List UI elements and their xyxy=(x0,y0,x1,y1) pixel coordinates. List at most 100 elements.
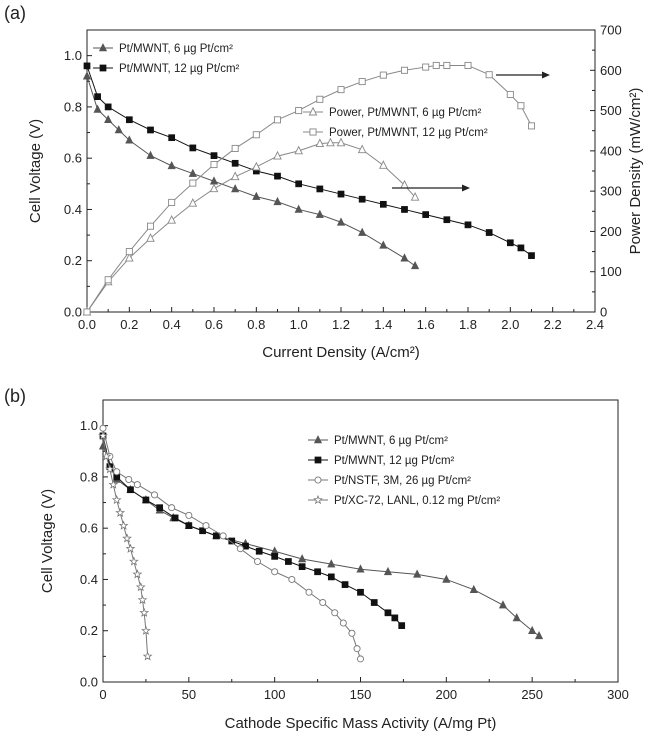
y2-tick-label: 600 xyxy=(600,63,622,78)
data-point xyxy=(188,168,197,177)
data-point xyxy=(231,184,240,193)
legend-label: Pt/MWNT, 6 µg Pt/cm² xyxy=(334,435,448,447)
data-point xyxy=(413,569,422,578)
data-point xyxy=(528,252,535,259)
data-point xyxy=(115,507,126,517)
data-point xyxy=(464,61,472,69)
x-axis-title: Current Density (A/cm²) xyxy=(262,344,420,361)
legend-label: Power, Pt/MWNT, 12 µg Pt/cm² xyxy=(329,127,488,139)
data-point xyxy=(83,308,91,316)
data-point xyxy=(129,556,139,566)
data-point xyxy=(384,609,392,617)
series-line-2 xyxy=(86,142,416,313)
data-point xyxy=(315,138,325,148)
data-point xyxy=(517,244,525,252)
y2-tick-label: 500 xyxy=(600,103,622,118)
data-point xyxy=(142,496,150,504)
legend-marker xyxy=(309,128,317,136)
legend-label: Pt/MWNT, 6 µg Pt/cm² xyxy=(119,43,233,55)
data-point xyxy=(255,547,263,555)
data-point xyxy=(422,63,430,71)
data-point xyxy=(295,180,303,188)
data-point xyxy=(295,107,303,115)
y-axis-title: Cell Voltage (V) xyxy=(27,119,44,223)
data-point xyxy=(379,71,387,79)
data-point xyxy=(125,248,133,256)
arrow-head xyxy=(462,184,470,192)
y-tick-label: 0.4 xyxy=(64,202,82,217)
data-point xyxy=(228,537,236,545)
y-tick-label: 1.0 xyxy=(80,418,98,433)
data-point xyxy=(209,183,219,193)
legend-label: Pt/MWNT, 12 µg Pt/cm² xyxy=(334,455,455,467)
data-point xyxy=(391,614,399,622)
data-point xyxy=(469,584,478,594)
legend-label: Power, Pt/MWNT, 6 µg Pt/cm² xyxy=(329,107,481,119)
data-point xyxy=(236,545,244,553)
y2-tick-label: 0 xyxy=(600,305,607,320)
data-point xyxy=(356,655,365,663)
data-point xyxy=(146,150,155,159)
data-point xyxy=(379,160,388,169)
data-point xyxy=(168,134,176,142)
data-point xyxy=(370,599,378,606)
y2-tick-label: 700 xyxy=(600,23,622,38)
data-point xyxy=(108,479,119,489)
data-point xyxy=(443,216,451,224)
data-point xyxy=(104,114,113,124)
x-tick-label: 0 xyxy=(99,687,106,702)
data-point xyxy=(83,62,91,70)
legend-marker xyxy=(313,435,323,444)
data-point xyxy=(348,629,356,637)
y-tick-label: 0.8 xyxy=(80,469,98,484)
data-point xyxy=(442,574,451,583)
data-point xyxy=(357,588,364,596)
x-tick-label: 1.6 xyxy=(417,317,435,332)
x-axis-title: Cathode Specific Mass Activity (A/mg Pt) xyxy=(225,715,497,732)
data-point xyxy=(273,196,282,206)
y-tick-label: 0.8 xyxy=(64,99,82,114)
data-point xyxy=(528,625,537,635)
data-point xyxy=(185,522,193,529)
x-tick-label: 1.2 xyxy=(332,317,350,332)
data-point xyxy=(336,217,346,226)
data-point xyxy=(168,198,176,206)
data-point xyxy=(398,622,406,629)
data-point xyxy=(422,211,430,218)
x-tick-label: 1.4 xyxy=(374,317,392,332)
data-point xyxy=(356,564,365,573)
data-point xyxy=(401,206,408,213)
x-tick-label: 250 xyxy=(521,687,543,702)
data-point xyxy=(319,599,327,607)
x-tick-label: 100 xyxy=(264,687,286,702)
data-point xyxy=(400,179,409,189)
data-point xyxy=(118,520,129,530)
y-axis-title: Cell Voltage (V) xyxy=(39,489,56,593)
data-point xyxy=(189,179,197,187)
x-tick-label: 2.0 xyxy=(501,317,519,332)
data-point xyxy=(156,504,164,512)
data-point xyxy=(341,581,349,588)
data-point xyxy=(294,145,303,155)
y-tick-label: 1.0 xyxy=(64,48,82,63)
y-tick-label: 0.2 xyxy=(80,623,98,638)
data-point xyxy=(202,522,210,530)
data-point xyxy=(512,613,521,622)
data-point xyxy=(337,86,345,94)
data-point xyxy=(506,90,514,98)
data-point xyxy=(167,214,176,224)
data-point xyxy=(252,191,261,200)
data-point xyxy=(288,575,296,583)
x-tick-label: 50 xyxy=(182,687,196,702)
series-line-3 xyxy=(102,435,149,657)
data-point xyxy=(314,568,321,576)
y-tick-label: 0.0 xyxy=(80,675,98,690)
data-point xyxy=(383,566,393,576)
data-point xyxy=(210,161,218,169)
data-point xyxy=(146,222,155,230)
data-point xyxy=(132,569,143,579)
legend-marker xyxy=(98,43,108,52)
series-line-0 xyxy=(102,445,540,637)
data-point xyxy=(316,185,324,193)
data-point xyxy=(125,543,136,553)
